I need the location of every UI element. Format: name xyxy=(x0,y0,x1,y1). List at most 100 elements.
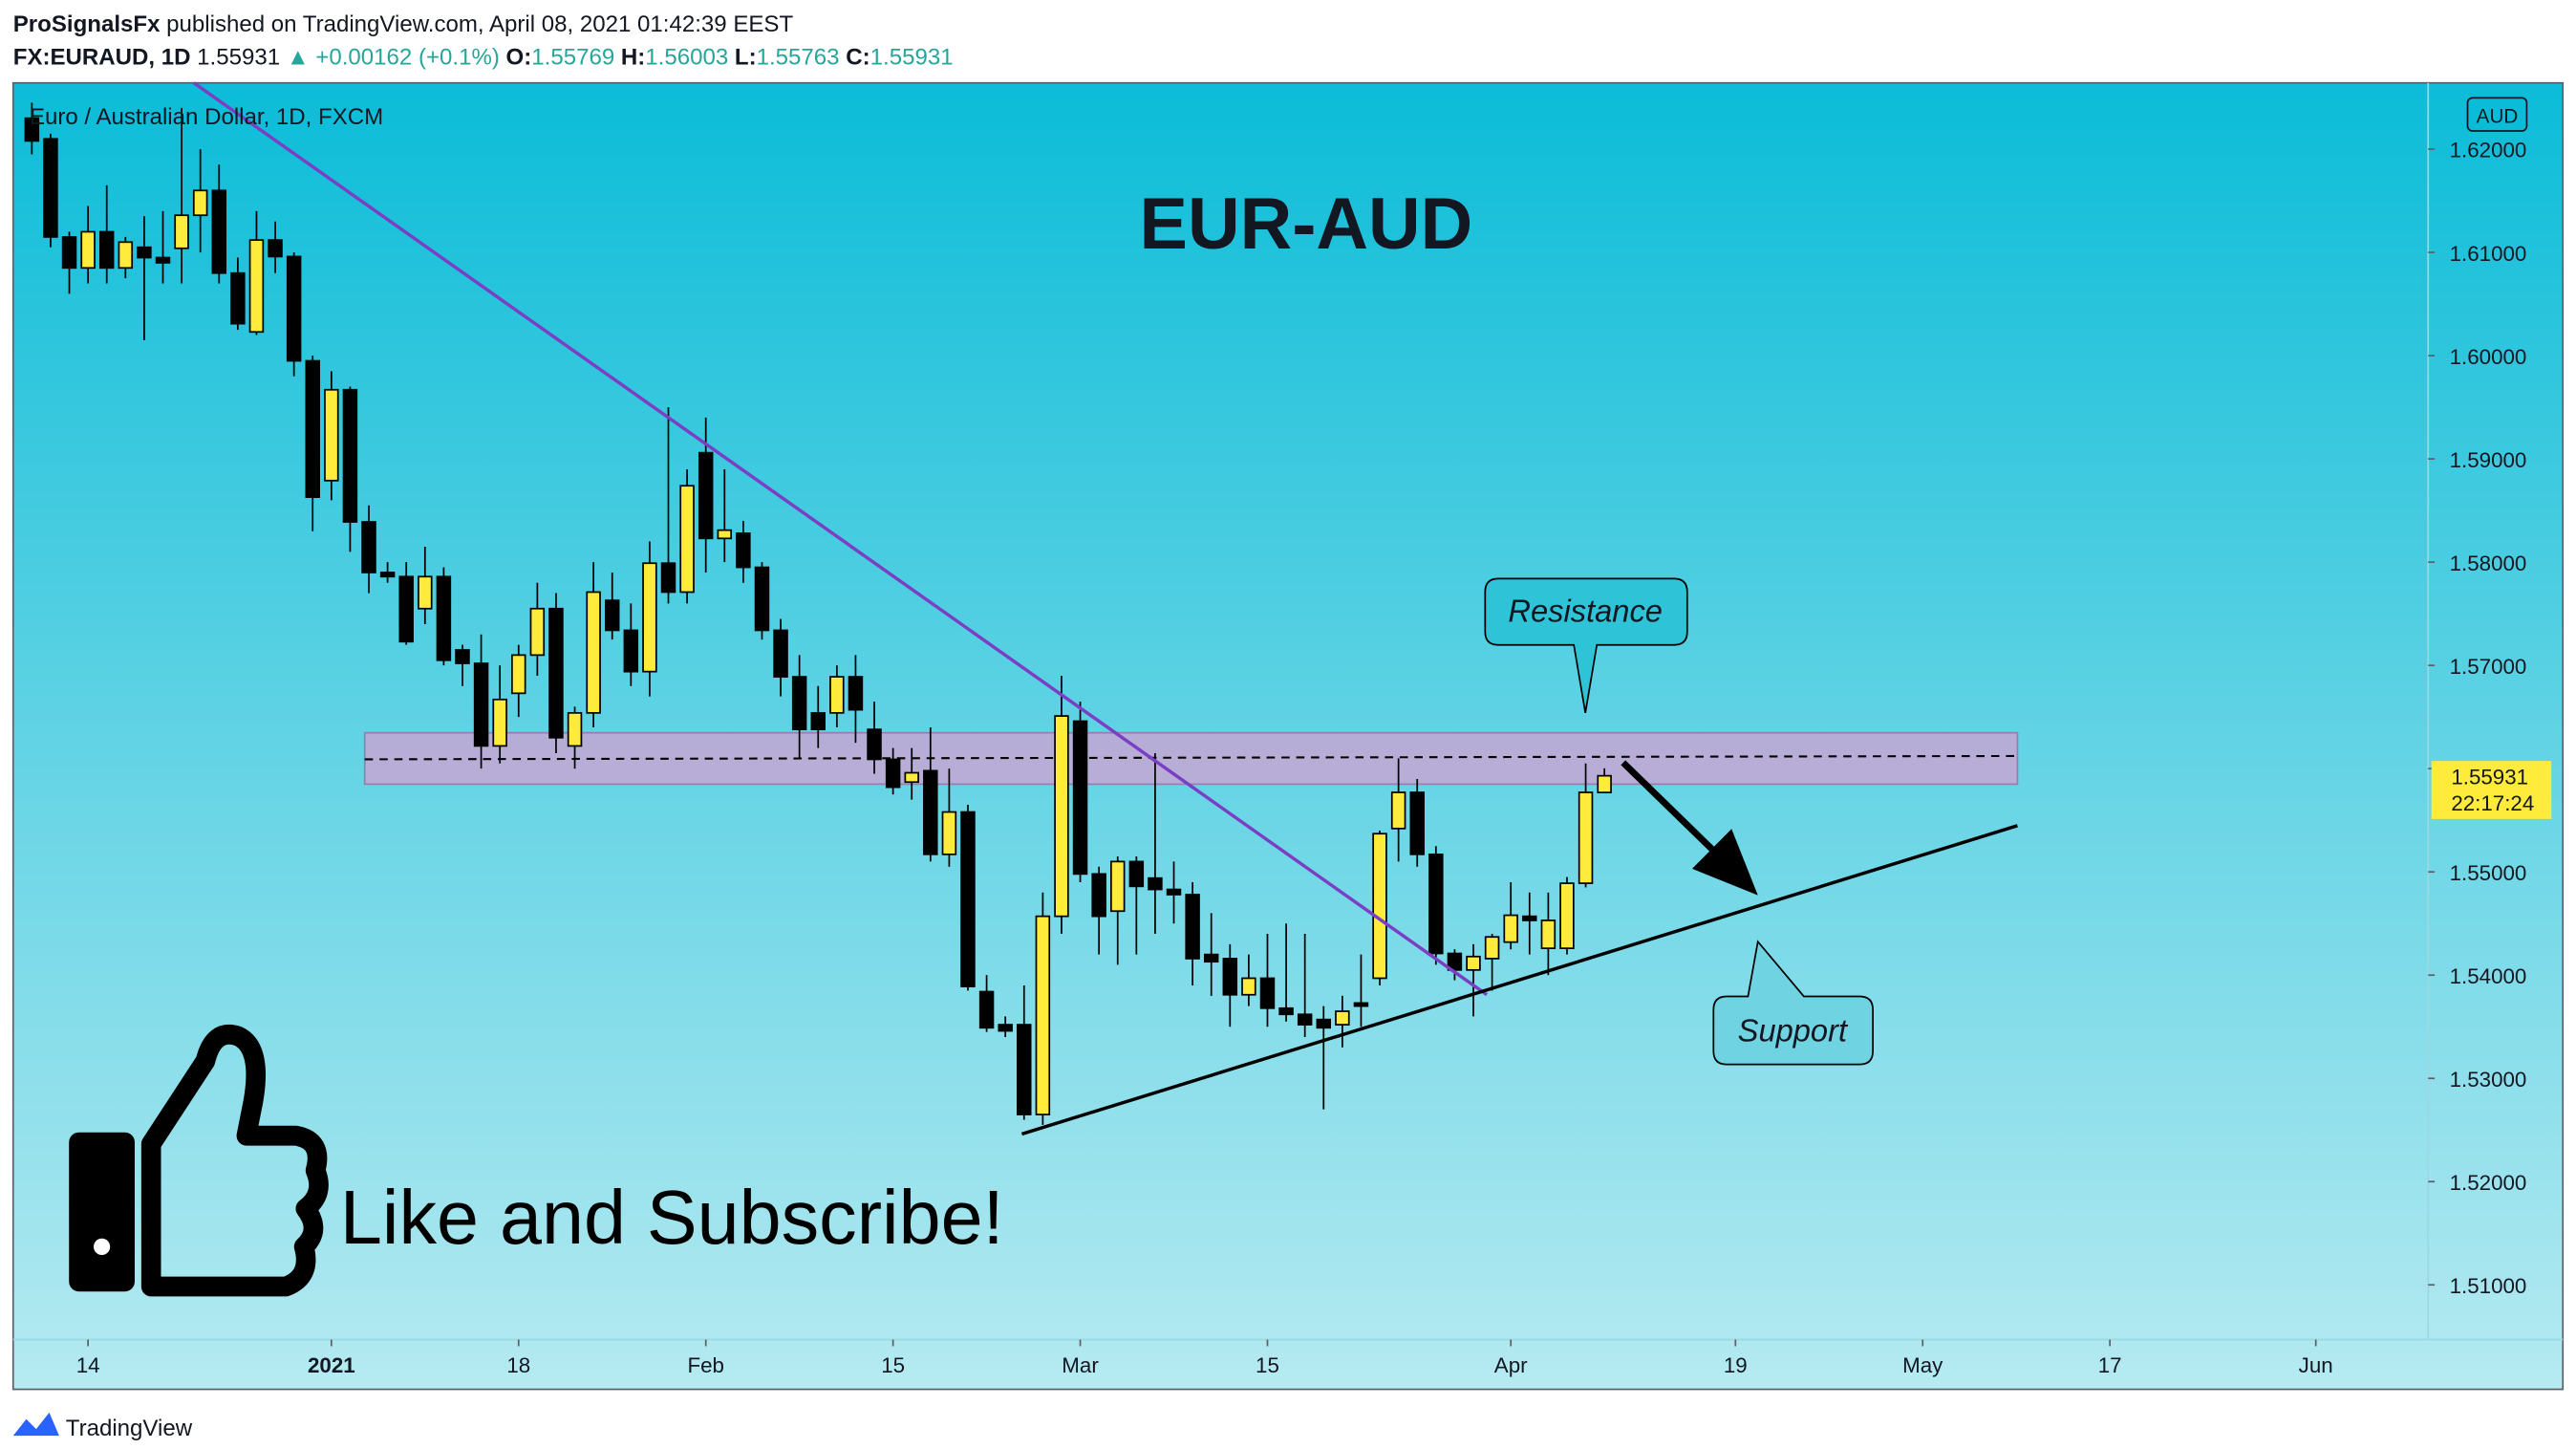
x-tick-label: 15 xyxy=(881,1353,905,1377)
symbol-line: FX:EURAUD, 1D 1.55931 ▲ +0.00162 (+0.1%)… xyxy=(13,45,954,71)
candle-body xyxy=(867,728,882,761)
candle-body xyxy=(1447,952,1463,971)
candle-body xyxy=(192,189,208,217)
candle-body xyxy=(1390,791,1406,830)
candle-body xyxy=(230,271,246,325)
candle-body xyxy=(848,676,864,711)
candle-body xyxy=(1166,888,1182,896)
candle-body xyxy=(773,629,788,678)
candle-body xyxy=(923,769,938,855)
candle-body xyxy=(679,485,695,594)
candle-body xyxy=(436,575,452,661)
candle-body xyxy=(586,591,601,714)
candle-body xyxy=(829,676,845,714)
candle-body xyxy=(1316,1018,1332,1029)
candle-body xyxy=(904,771,919,784)
resistance-zone xyxy=(363,731,2019,786)
candle-body xyxy=(248,239,265,334)
candle-body xyxy=(1466,955,1481,971)
currency-label: AUD xyxy=(2477,105,2519,127)
y-tick-label: 1.54000 xyxy=(2450,964,2527,988)
candle-body xyxy=(1072,720,1088,876)
candle-body xyxy=(211,189,227,274)
candle-body xyxy=(1297,1013,1313,1026)
y-tick-label: 1.55000 xyxy=(2450,861,2527,885)
candle-body xyxy=(118,241,134,270)
candle-body xyxy=(1278,1006,1294,1016)
candle-body xyxy=(529,607,546,657)
y-tick-label: 1.58000 xyxy=(2450,551,2527,575)
open-label: O: xyxy=(506,45,532,71)
candle-body xyxy=(698,451,714,540)
candle-body xyxy=(1409,791,1425,855)
publish-line: ProSignalsFx published on TradingView.co… xyxy=(13,11,794,37)
thumbs-up-icon xyxy=(69,1025,329,1297)
candle-body xyxy=(960,811,976,987)
candle-body xyxy=(660,562,676,594)
candle-body xyxy=(305,359,320,498)
candle-body xyxy=(1017,1024,1032,1115)
candle-body xyxy=(548,607,564,739)
candle-body xyxy=(1335,1010,1350,1026)
arrow-shaft xyxy=(1621,760,1720,856)
candle-body xyxy=(1035,915,1051,1115)
y-tick-label: 1.60000 xyxy=(2450,345,2527,369)
high-value: 1.56003 xyxy=(645,45,728,71)
candle-body xyxy=(736,532,751,569)
candle-body xyxy=(998,1024,1013,1032)
candle-body xyxy=(1559,882,1575,950)
candle-body xyxy=(361,521,376,573)
footer-brand: TradingView xyxy=(66,1416,193,1441)
candle-body xyxy=(268,239,283,258)
candle-body xyxy=(810,711,826,731)
support-label: Support xyxy=(1738,1012,1849,1048)
y-tick-label: 1.61000 xyxy=(2450,242,2527,266)
currency-badge xyxy=(2466,97,2528,132)
resistance-callout xyxy=(1484,577,1688,714)
candle-body xyxy=(1203,953,1219,963)
price-tag xyxy=(2431,761,2552,819)
candle-body xyxy=(1222,958,1238,996)
candle-body xyxy=(1054,715,1069,918)
x-tick-label: 2021 xyxy=(308,1353,355,1377)
x-tick-label: 18 xyxy=(506,1353,530,1377)
candle-body xyxy=(941,811,957,855)
candle-body xyxy=(1540,919,1556,950)
candle-body xyxy=(791,676,807,731)
candle-body xyxy=(174,214,189,249)
last-price: 1.55931 xyxy=(197,45,280,71)
close-value: 1.55931 xyxy=(870,45,954,71)
y-tick-label: 1.57000 xyxy=(2450,655,2527,679)
y-tick-label: 1.59000 xyxy=(2450,448,2527,472)
candle-body xyxy=(1503,914,1518,943)
cta-text: Like and Subscribe! xyxy=(340,1175,1004,1260)
candle-body xyxy=(379,572,396,578)
x-tick-label: Mar xyxy=(1062,1353,1099,1377)
candles xyxy=(24,102,1612,1125)
x-tick-label: 15 xyxy=(1256,1353,1279,1377)
icon-hand xyxy=(140,1025,329,1297)
candle-body xyxy=(98,230,115,270)
candle-body xyxy=(324,388,339,482)
y-tick-label: 1.62000 xyxy=(2450,139,2527,162)
candle-body xyxy=(286,255,302,362)
trend-line xyxy=(192,81,1489,997)
candle-body xyxy=(1148,876,1163,891)
candle-body xyxy=(1428,853,1444,955)
candle-body xyxy=(623,629,639,673)
candle-body xyxy=(978,990,995,1029)
chart-title: EUR-AUD xyxy=(1140,184,1473,265)
x-tick-label: May xyxy=(1902,1353,1943,1377)
candle-body xyxy=(1522,915,1537,921)
y-tick-label: 1.51000 xyxy=(2450,1274,2527,1298)
candle-body xyxy=(398,575,414,643)
arrow-head xyxy=(1691,829,1758,896)
candle-body xyxy=(43,138,58,238)
x-tick-label: Jun xyxy=(2299,1353,2333,1377)
y-tick-label: 1.53000 xyxy=(2450,1068,2527,1092)
candle-body xyxy=(1110,860,1126,913)
candle-body xyxy=(885,758,901,789)
x-tick-label: Feb xyxy=(687,1353,724,1377)
